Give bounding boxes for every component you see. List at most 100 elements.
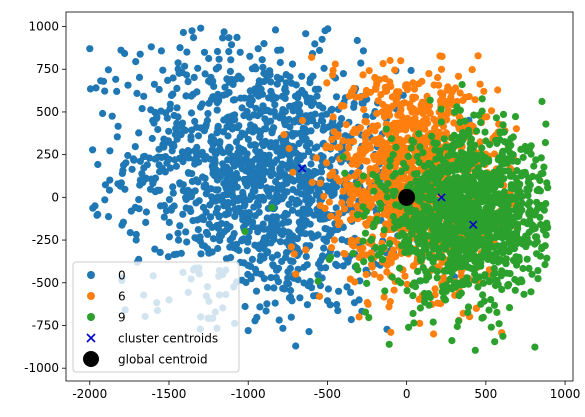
series-9-point <box>433 169 441 177</box>
series-9-point <box>450 280 458 288</box>
series-0-point <box>258 56 266 64</box>
series-0-point <box>251 265 260 273</box>
series-9-point <box>386 162 394 170</box>
series-0-point <box>273 156 281 164</box>
series-0-point <box>259 220 267 228</box>
series-0-point <box>124 81 132 89</box>
series-0-point <box>223 225 231 233</box>
series-9-point <box>496 256 504 264</box>
axes-frame <box>65 11 574 382</box>
series-6-point <box>404 84 412 92</box>
series-9-point <box>541 261 549 269</box>
series-9-point <box>487 224 495 232</box>
x-tick-label: -500 <box>314 387 341 401</box>
series-9-point <box>479 291 487 299</box>
series-0-point <box>163 114 171 122</box>
series-9-point <box>365 314 373 322</box>
series-0-point <box>239 216 247 224</box>
series-6-point <box>334 131 343 139</box>
series-9-point <box>498 224 506 233</box>
series-6-point <box>280 131 288 139</box>
series-9-point <box>532 156 540 164</box>
series-0-point <box>219 149 227 157</box>
series-9-point <box>492 114 500 122</box>
series-9-point <box>425 301 433 309</box>
series-9-point <box>473 168 481 176</box>
series-0-point <box>357 59 365 67</box>
series-6-point <box>459 96 467 104</box>
series-9-point <box>440 135 448 143</box>
series-0-point <box>229 96 237 104</box>
series-0-point <box>209 141 217 149</box>
series-0-point <box>233 33 241 42</box>
series-6-point <box>323 79 331 87</box>
series-6-point <box>352 152 360 161</box>
series-6-point <box>323 142 331 150</box>
series-0-point <box>256 110 264 118</box>
series-9-point <box>362 207 370 216</box>
series-0-point <box>212 65 220 73</box>
series-9-point <box>464 308 472 317</box>
series-9-point <box>499 121 507 129</box>
series-0-point <box>155 85 163 94</box>
series-0-point <box>328 156 336 164</box>
series-9-point <box>453 189 461 197</box>
series-9-point <box>504 201 512 209</box>
series-0-point <box>302 196 310 204</box>
series-0-point <box>226 236 234 244</box>
series-9-point <box>419 149 427 157</box>
legend-label: 0 <box>118 269 126 283</box>
series-0-point <box>126 229 134 237</box>
series-0-point <box>113 133 121 141</box>
series-0-point <box>206 213 215 221</box>
series-9-point <box>473 211 481 219</box>
series-9-point <box>416 143 424 151</box>
series-0-point <box>248 65 256 73</box>
series-0-point <box>282 71 290 79</box>
series-0-point <box>135 205 143 213</box>
series-9-point <box>496 128 504 136</box>
series-0-point <box>314 231 322 239</box>
series-9-point <box>372 243 380 252</box>
series-9-point <box>464 303 473 311</box>
series-0-point <box>198 241 206 249</box>
series-9-point <box>513 180 521 189</box>
series-9-point <box>417 219 425 227</box>
series-0-point <box>270 124 278 132</box>
series-0-point <box>359 47 367 55</box>
series-0-point <box>185 169 193 177</box>
series-0-point <box>300 279 308 287</box>
series-0-point <box>228 125 236 133</box>
series-0-point <box>297 190 305 198</box>
series-6-point <box>431 285 439 293</box>
series-9-point <box>533 198 541 206</box>
series-6-point <box>363 298 371 307</box>
series-9-point <box>458 81 466 89</box>
x-tick-label: 500 <box>474 387 497 401</box>
series-9-point <box>405 248 413 256</box>
series-0-point <box>249 222 257 231</box>
series-0-point <box>407 66 415 75</box>
series-0-point <box>279 324 287 332</box>
series-0-point <box>164 253 172 261</box>
series-9-point <box>460 173 468 181</box>
series-0-point <box>197 24 205 32</box>
series-6-point <box>308 178 316 186</box>
series-0-point <box>189 34 198 42</box>
series-9-point <box>397 168 405 176</box>
series-0-point <box>89 204 97 212</box>
series-0-point <box>227 56 235 64</box>
series-9-point <box>427 192 435 200</box>
series-0-point <box>219 198 227 206</box>
y-tick-label: 750 <box>36 62 59 76</box>
series-0-point <box>99 77 108 85</box>
series-9-point <box>437 187 445 195</box>
series-0-point <box>191 187 199 195</box>
series-6-point <box>450 119 458 127</box>
legend-label: global centroid <box>118 353 208 367</box>
series-9-point <box>433 274 441 282</box>
series-9-point <box>527 150 535 158</box>
series-9-point <box>394 277 402 285</box>
y-tick-label: 0 <box>51 190 59 204</box>
series-0-point <box>287 257 295 265</box>
